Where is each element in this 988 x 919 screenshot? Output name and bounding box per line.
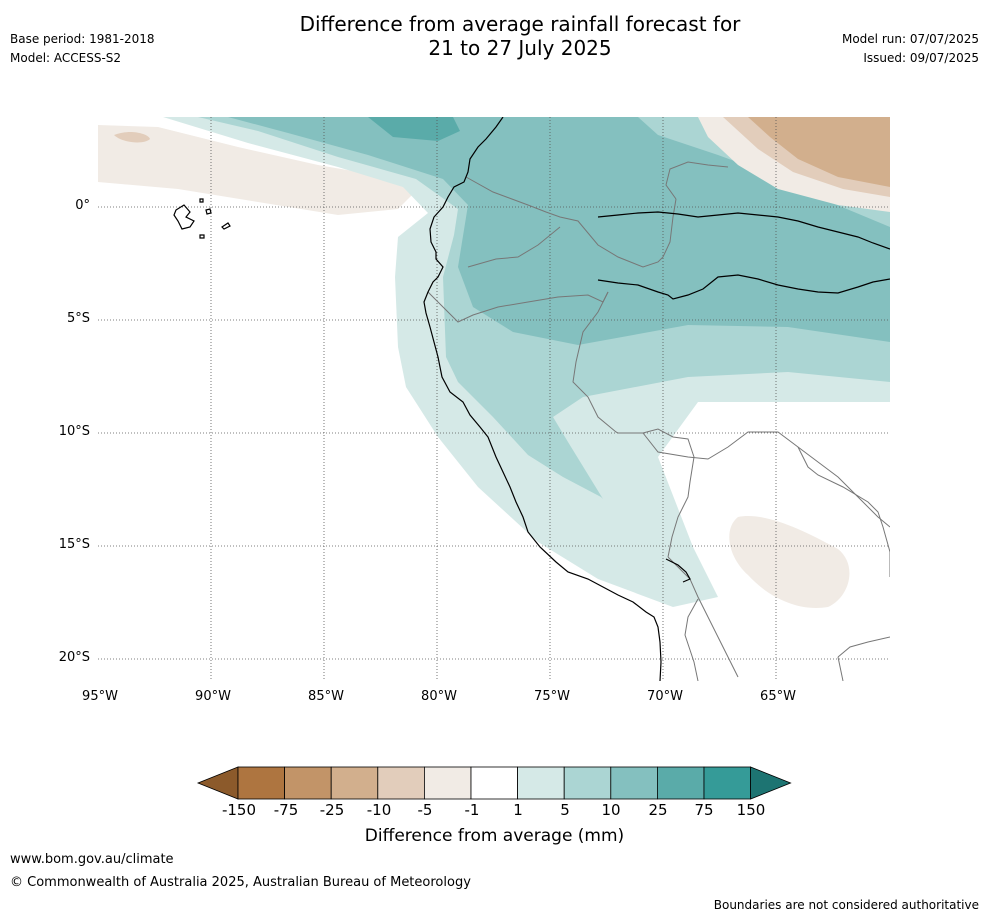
colorbar-tick: 75 xyxy=(694,801,714,819)
lat-label-15s: 15°S xyxy=(58,537,90,552)
coastline xyxy=(423,117,890,681)
model-run: Model run: 07/07/2025 xyxy=(841,32,979,46)
colorbar-tick: -10 xyxy=(366,801,392,819)
colorbar-cell xyxy=(470,766,518,800)
colorbar-cell xyxy=(330,766,379,800)
dry-zone-northeast-core xyxy=(748,117,890,187)
model-name: Model: ACCESS-S2 xyxy=(10,51,122,65)
title-line-1: Difference from average rainfall forecas… xyxy=(299,12,741,36)
base-period: Base period: 1981-2018 xyxy=(10,32,155,46)
lat-label-0: 0° xyxy=(75,198,90,213)
lon-label-95w: 95°W xyxy=(82,689,118,704)
colorbar-tick: -25 xyxy=(319,801,345,819)
colorbar-cell xyxy=(237,766,285,800)
colorbar-cell xyxy=(284,766,332,800)
colorbar-cell xyxy=(563,766,612,800)
website-link[interactable]: www.bom.gov.au/climate xyxy=(10,852,174,867)
lat-label-5s: 5°S xyxy=(66,311,90,326)
map-gridlines xyxy=(98,117,890,681)
country-borders xyxy=(427,161,890,681)
lon-label-75w: 75°W xyxy=(534,689,570,704)
dry-zone-ocean-inner xyxy=(114,132,150,143)
colorbar-tick: 25 xyxy=(648,801,668,819)
copyright-notice: © Commonwealth of Australia 2025, Austra… xyxy=(10,875,471,890)
colorbar-cell xyxy=(703,766,751,800)
lat-label-20s: 20°S xyxy=(58,650,90,665)
colorbar-extension-low xyxy=(196,766,239,800)
colorbar-tick: -75 xyxy=(273,801,299,819)
colorbar-cell xyxy=(423,766,472,800)
colorbar-tick: 150 xyxy=(736,801,766,819)
issued-date: Issued: 09/07/2025 xyxy=(863,51,979,65)
title-line-2: 21 to 27 July 2025 xyxy=(428,36,612,60)
lon-label-80w: 80°W xyxy=(421,689,457,704)
colorbar-tick: -1 xyxy=(464,801,480,819)
lon-label-65w: 65°W xyxy=(760,689,796,704)
boundaries-disclaimer: Boundaries are not considered authoritat… xyxy=(713,898,979,912)
colorbar-extension-high xyxy=(750,766,792,800)
lon-label-85w: 85°W xyxy=(308,689,344,704)
colorbar-tick: -5 xyxy=(417,801,433,819)
colorbar-tick: 10 xyxy=(601,801,621,819)
colorbar-tick: 5 xyxy=(560,801,570,819)
lat-label-10s: 10°S xyxy=(58,424,90,439)
colorbar xyxy=(196,766,792,800)
dry-zone-southeast xyxy=(729,516,850,608)
wet-zone-wet xyxy=(228,117,890,345)
colorbar-cell xyxy=(610,766,658,800)
chart-title: Difference from average rainfall forecas… xyxy=(0,12,988,60)
colorbar-cell xyxy=(377,766,425,800)
colorbar-tick: -150 xyxy=(221,801,257,819)
rainfall-anomaly-map xyxy=(98,117,890,681)
colorbar-cell xyxy=(517,766,565,800)
colorbar-title: Difference from average (mm) xyxy=(364,826,625,846)
colorbar-cell xyxy=(656,766,705,800)
lon-label-90w: 90°W xyxy=(195,689,231,704)
dry-zone-ocean xyxy=(98,125,418,215)
colorbar-tick: 1 xyxy=(513,801,523,819)
galapagos-islands xyxy=(173,198,231,239)
lon-label-70w: 70°W xyxy=(647,689,683,704)
